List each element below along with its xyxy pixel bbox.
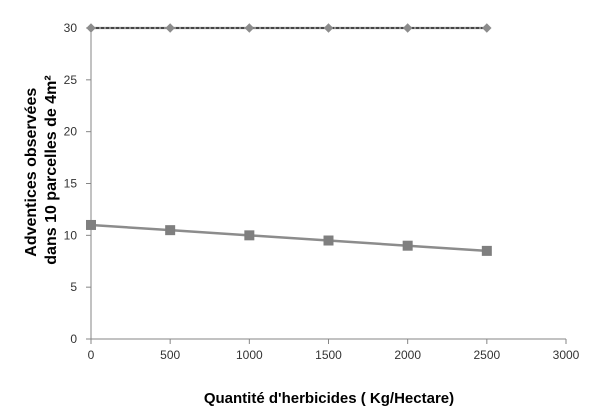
data-point — [244, 230, 255, 241]
series-1 — [86, 23, 492, 33]
x-tick-label: 2500 — [473, 348, 500, 362]
data-point — [244, 23, 255, 33]
x-tick-label: 0 — [88, 348, 95, 362]
series — [86, 23, 492, 256]
y-tick-label: 10 — [64, 228, 78, 242]
series-2 — [86, 219, 492, 256]
y-axis-title-line-2: dans 10 parcelles de 4m² — [43, 75, 60, 264]
x-tick-label: 3000 — [553, 348, 580, 362]
y-tick-label: 30 — [64, 21, 78, 35]
y-axis-title-line-1: Adventices observées — [23, 88, 40, 257]
x-axis-title: Quantité d'herbicides ( Kg/Hectare) — [204, 390, 454, 407]
y-tick-label: 15 — [64, 177, 78, 191]
data-point — [323, 23, 334, 33]
x-tick-label: 1000 — [236, 348, 263, 362]
y-axis-title: Adventices observées dans 10 parcelles d… — [23, 75, 60, 264]
y-tick-label: 25 — [64, 73, 78, 87]
data-point — [165, 23, 175, 33]
axes — [86, 24, 567, 344]
y-tick-label: 0 — [70, 332, 77, 346]
series-line — [90, 223, 487, 253]
tick-labels: 0 5 10 15 20 25 30 0 500 1000 1500 2000 2500 3000 — [64, 21, 580, 362]
data-point — [402, 23, 413, 33]
y-tick-label: 5 — [70, 280, 77, 294]
x-tick-label: 500 — [160, 348, 180, 362]
data-point — [402, 240, 413, 251]
x-tick-label: 2000 — [394, 348, 421, 362]
data-point — [165, 225, 176, 236]
x-tick-label: 1500 — [315, 348, 342, 362]
data-point — [323, 235, 334, 246]
data-point — [481, 245, 492, 256]
data-point — [86, 219, 96, 230]
data-point — [482, 23, 492, 33]
y-tick-label: 20 — [64, 125, 78, 139]
data-point — [86, 23, 96, 33]
